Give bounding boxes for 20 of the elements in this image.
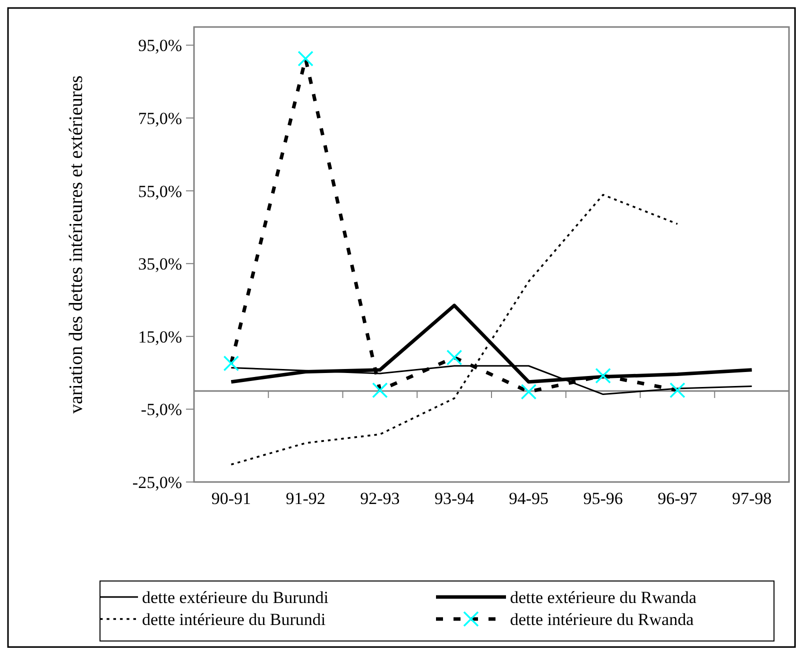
legend-label: dette intérieure du Burundi — [142, 610, 326, 629]
y-tick-label: -5,0% — [140, 400, 182, 420]
x-tick-label: 97-98 — [732, 489, 772, 508]
x-tick-label: 92-93 — [360, 489, 400, 508]
x-tick-label: 96-97 — [658, 489, 698, 508]
x-tick-label: 90-91 — [211, 489, 252, 508]
y-tick-label: 55,0% — [138, 182, 182, 201]
y-tick-label: 15,0% — [138, 327, 182, 346]
legend-label: dette extérieure du Rwanda — [510, 588, 697, 607]
x-tick-label: 91-92 — [286, 489, 326, 508]
legend-label: dette extérieure du Burundi — [142, 588, 329, 607]
x-tick-label: 93-94 — [434, 489, 475, 508]
y-tick-label: 35,0% — [138, 254, 182, 274]
y-axis-title: variation des dettes intérieures et extérieures — [66, 75, 87, 414]
x-tick-label: 94-95 — [508, 489, 549, 508]
y-tick-label: -25,0% — [132, 473, 182, 492]
y-tick-label: 75,0% — [138, 109, 182, 128]
y-tick-label: 95,0% — [138, 36, 182, 56]
x-tick-label: 95-96 — [583, 489, 623, 508]
legend-label: dette intérieure du Rwanda — [510, 610, 694, 629]
